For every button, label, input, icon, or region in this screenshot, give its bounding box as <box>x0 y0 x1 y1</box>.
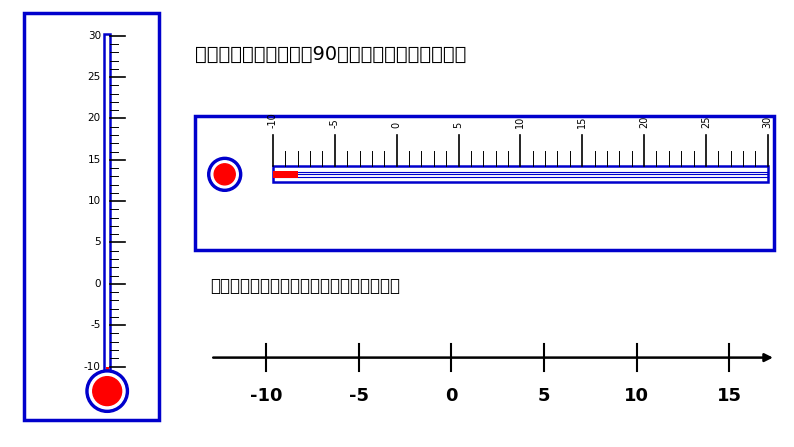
Text: 20: 20 <box>639 116 649 128</box>
Text: （如果用正数与负数表示在一条线上的话）: （如果用正数与负数表示在一条线上的话） <box>210 277 400 295</box>
Text: -10: -10 <box>84 362 101 371</box>
Ellipse shape <box>208 157 241 191</box>
Text: 我们尝试把温度计旋转90度我们就有下面的形状：: 我们尝试把温度计旋转90度我们就有下面的形状： <box>195 45 466 64</box>
Text: 5: 5 <box>94 237 101 248</box>
Text: -5: -5 <box>330 118 340 128</box>
Text: 15: 15 <box>87 155 101 165</box>
Ellipse shape <box>93 377 121 405</box>
Ellipse shape <box>86 370 129 412</box>
Bar <box>273 171 298 178</box>
Text: 15: 15 <box>577 116 588 128</box>
Text: 30: 30 <box>87 31 101 41</box>
Bar <box>273 166 768 182</box>
Text: 5: 5 <box>538 387 550 405</box>
Text: 10: 10 <box>87 196 101 206</box>
Text: 15: 15 <box>717 387 742 405</box>
Text: 30: 30 <box>763 116 773 128</box>
Text: -5: -5 <box>349 387 368 405</box>
Text: 0: 0 <box>445 387 457 405</box>
Text: -10: -10 <box>250 387 282 405</box>
Ellipse shape <box>211 161 238 188</box>
Text: 25: 25 <box>701 116 711 128</box>
Text: 5: 5 <box>453 122 464 128</box>
Text: 25: 25 <box>87 72 101 82</box>
Bar <box>24 13 159 420</box>
Text: -5: -5 <box>91 320 101 330</box>
Bar <box>195 116 774 250</box>
Text: 20: 20 <box>87 114 101 123</box>
Text: 10: 10 <box>624 387 649 405</box>
Bar <box>106 367 109 391</box>
Text: -10: -10 <box>268 113 278 128</box>
Text: 10: 10 <box>515 116 526 128</box>
Text: 0: 0 <box>94 279 101 289</box>
Bar <box>104 34 110 391</box>
Ellipse shape <box>214 164 235 185</box>
Text: 0: 0 <box>391 122 402 128</box>
Ellipse shape <box>90 373 125 409</box>
